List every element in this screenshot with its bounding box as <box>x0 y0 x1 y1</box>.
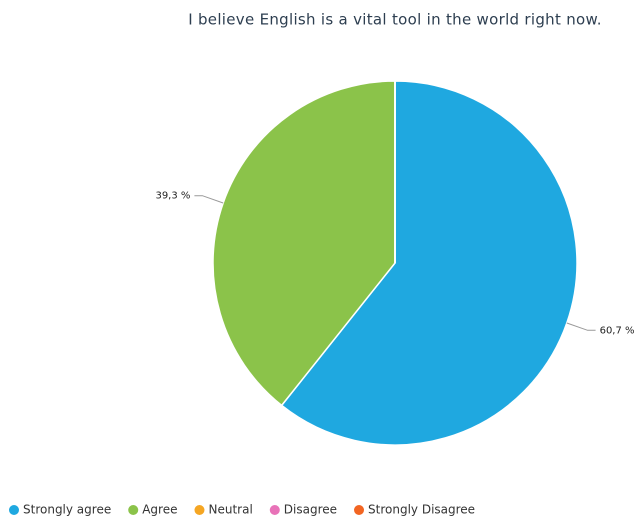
data-labels: 60,7 % 39,3 % <box>155 191 634 337</box>
legend-label: Disagree <box>284 503 337 517</box>
legend: Strongly agree Agree Neutral Disagree Strong… <box>9 503 475 517</box>
legend-label: Neutral <box>208 503 252 517</box>
legend-swatch <box>354 505 365 515</box>
data-label: 39,3 % <box>155 191 190 202</box>
pie <box>212 80 578 446</box>
chart-title: I believe English is a vital tool in the… <box>188 11 602 29</box>
legend-label: Strongly Disagree <box>368 503 475 517</box>
legend-item[interactable]: Strongly Disagree <box>354 503 475 517</box>
data-label: 60,7 % <box>600 325 635 336</box>
legend-swatch <box>194 505 205 515</box>
legend-item[interactable]: Strongly agree <box>9 503 111 517</box>
legend-label: Strongly agree <box>23 503 111 517</box>
leader-line <box>194 195 224 204</box>
legend-swatch <box>9 505 19 515</box>
leader-line <box>566 322 596 331</box>
pie-slice <box>212 80 396 407</box>
legend-item[interactable]: Agree <box>128 503 177 517</box>
legend-swatch <box>269 505 280 515</box>
legend-label: Agree <box>142 503 177 517</box>
legend-item[interactable]: Neutral <box>194 503 253 517</box>
legend-item[interactable]: Disagree <box>269 503 337 517</box>
legend-swatch <box>128 505 139 515</box>
